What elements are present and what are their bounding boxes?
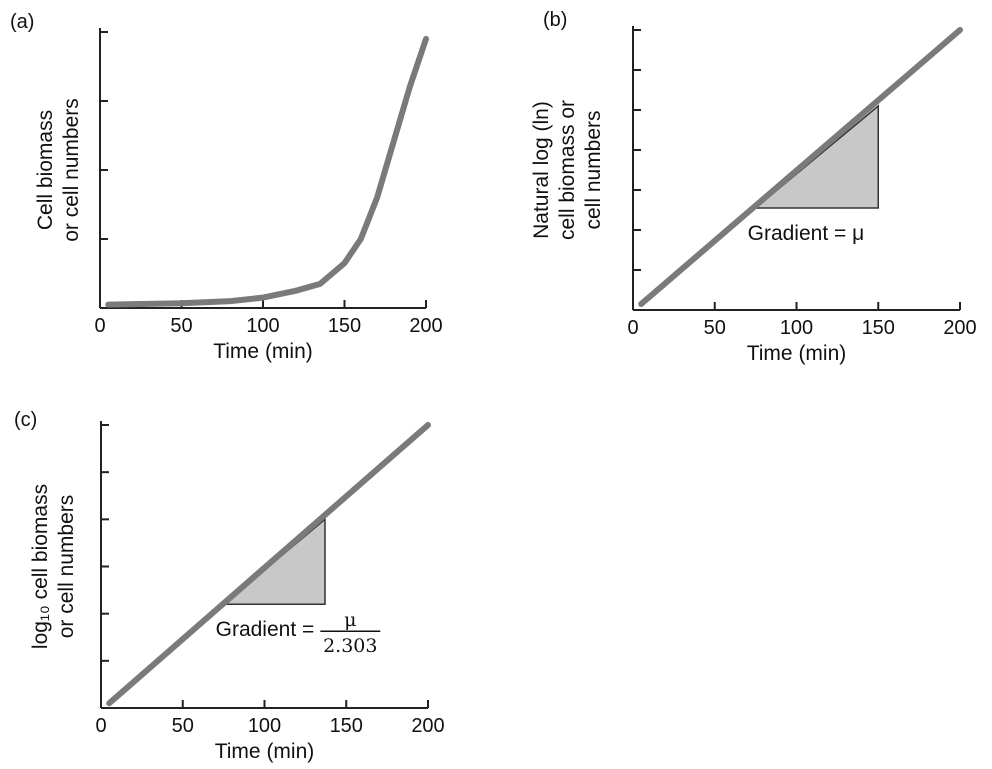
x-axis-title: Time (min): [213, 340, 313, 363]
growth-curve-series-0: [105, 35, 429, 308]
chart-panel-2: (c) 0 50 100 150 200 Time (min) log₁₀ cell biom…: [14, 409, 445, 763]
x-tick-label: 50: [170, 315, 192, 337]
x-tick-label: 0: [94, 315, 105, 337]
x-tick-label: 50: [172, 715, 194, 737]
x-tick-label: 50: [704, 317, 726, 339]
x-tick-label: 150: [862, 317, 895, 339]
fraction-denominator: 2.303: [323, 635, 377, 657]
y-axis-title-line: or cell numbers: [60, 98, 83, 242]
panel-label: (b): [543, 9, 567, 31]
y-axis-title-line: Cell biomass: [34, 110, 57, 230]
gradient-label: Gradient = μ: [748, 222, 865, 245]
x-tick-label: 100: [248, 715, 281, 737]
x-tick-label: 200: [409, 315, 442, 337]
chart-panel-0: (a) 0 50 100 150 200 Time (min) Cell biomass or …: [10, 11, 443, 363]
x-tick-label: 150: [328, 315, 361, 337]
x-tick-label: 100: [780, 317, 813, 339]
y-axis-title-line: or cell numbers: [55, 495, 78, 639]
x-tick-label: 0: [627, 317, 638, 339]
x-tick-label: 150: [330, 715, 363, 737]
y-axis-title-line: cell biomass or: [556, 100, 579, 240]
panel-label: (a): [10, 11, 34, 33]
gradient-label: Gradient =: [216, 618, 315, 641]
x-tick-label: 0: [95, 715, 106, 737]
chart-panel-1: (b) 0 50 100 150 200 Time (min) Natural log (ln…: [530, 9, 977, 365]
x-axis-title: Time (min): [215, 740, 315, 763]
y-axis-title-line: Natural log (ln): [530, 101, 553, 239]
x-tick-label: 100: [246, 315, 279, 337]
x-tick-label: 200: [943, 317, 976, 339]
fraction-numerator: μ: [344, 609, 356, 631]
growth-curve-series-0: [106, 422, 431, 707]
y-axis-title-line: cell numbers: [582, 110, 605, 229]
y-axis-title-line: log₁₀ cell biomass: [29, 484, 52, 649]
x-tick-label: 200: [411, 715, 444, 737]
panel-label: (c): [14, 409, 37, 431]
x-axis-title: Time (min): [747, 342, 847, 365]
growth-curve-series-0: [638, 27, 963, 307]
